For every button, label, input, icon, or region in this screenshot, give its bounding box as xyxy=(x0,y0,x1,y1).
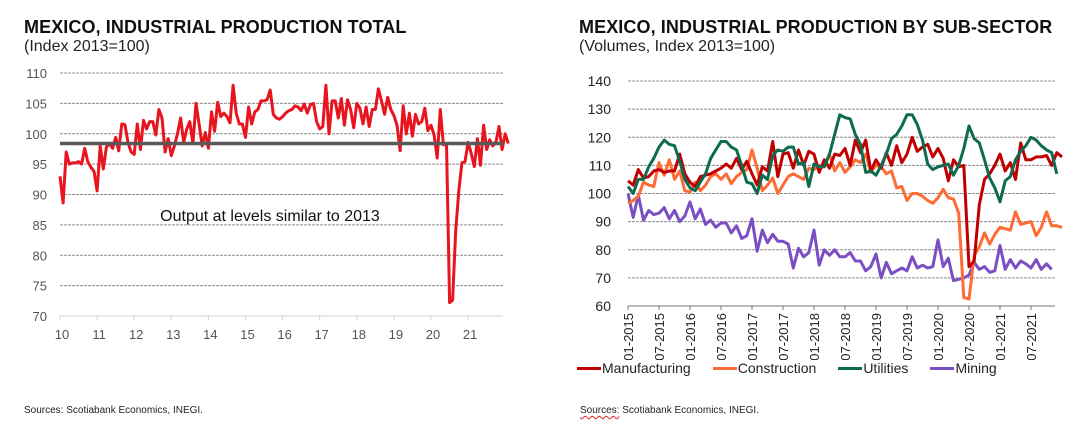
x-tick-label: 07-2017 xyxy=(776,313,791,360)
y-tick-label: 85 xyxy=(33,218,47,233)
y-tick-label: 110 xyxy=(26,66,47,81)
y-tick-label: 110 xyxy=(589,157,612,173)
chart-legend: Manufacturing Construction Utilities Mining xyxy=(577,360,997,376)
x-tick-label: 20 xyxy=(426,327,440,342)
x-tick-label: 01-2020 xyxy=(931,313,946,360)
series-line-total xyxy=(58,83,510,305)
x-tick-label: 07-2015 xyxy=(652,313,667,360)
x-tick-label: 10 xyxy=(55,327,69,342)
total-production-chart: 70 75 80 85 90 95 100 105 110 10 11 12 13 14 15 16 17 18 1… xyxy=(25,66,510,342)
legend-item-utilities: Utilities xyxy=(838,360,908,376)
x-tick-label: 19 xyxy=(389,327,403,342)
source-prefix: Sources: xyxy=(580,405,620,416)
legend-swatch xyxy=(838,366,863,370)
source-text: Scotiabank Economics, INEGI. xyxy=(619,405,759,416)
x-tick-label: 07-2016 xyxy=(714,313,729,360)
x-tick-label: 12 xyxy=(129,327,143,342)
y-tick-label: 100 xyxy=(588,186,612,202)
source-note: Sources: Scotiabank Economics, INEGI. xyxy=(24,405,203,416)
y-tick-label: 105 xyxy=(25,96,47,111)
x-tick-label: 01-2016 xyxy=(683,313,698,360)
source-note: Sources: Scotiabank Economics, INEGI. xyxy=(580,405,759,416)
x-tick-label: 07-2019 xyxy=(900,313,915,360)
x-tick-label: 01-2021 xyxy=(993,313,1008,360)
legend-swatch xyxy=(930,366,955,370)
chart-annotation: Output at levels similar to 2013 xyxy=(160,208,380,225)
y-tick-label: 130 xyxy=(588,101,612,117)
x-tick-label: 16 xyxy=(277,327,291,342)
y-tick-label: 80 xyxy=(595,242,611,258)
legend-item-manufacturing: Manufacturing xyxy=(577,360,691,376)
y-tick-label: 120 xyxy=(588,129,612,145)
series-line-utilities xyxy=(626,113,1059,204)
chart-title: MEXICO, INDUSTRIAL PRODUCTION TOTAL xyxy=(24,17,407,37)
y-tick-label: 90 xyxy=(33,188,47,203)
subsector-production-chart: 60 70 80 90 100 110 120 130 140 01-2015 07-2015 01-… xyxy=(588,73,1063,360)
x-tick-label: 18 xyxy=(352,327,366,342)
legend-item-construction: Construction xyxy=(712,360,817,376)
legend-label: Construction xyxy=(737,360,817,376)
y-tick-label: 140 xyxy=(588,73,612,89)
x-tick-label: 07-2021 xyxy=(1024,313,1039,360)
y-tick-label: 90 xyxy=(595,214,611,230)
series-line-manufacturing xyxy=(627,135,1063,269)
y-tick-label: 70 xyxy=(33,309,47,324)
x-tick-label: 21 xyxy=(463,327,477,342)
chart-subtitle: (Volumes, Index 2013=100) xyxy=(579,38,776,55)
chart-title: MEXICO, INDUSTRIAL PRODUCTION BY SUB-SEC… xyxy=(579,17,1053,37)
x-tick-label: 01-2017 xyxy=(745,313,760,360)
x-tick-label: 01-2018 xyxy=(807,313,822,360)
y-tick-label: 95 xyxy=(33,157,47,172)
chart-subtitle: (Index 2013=100) xyxy=(24,38,150,55)
x-tick-label: 15 xyxy=(240,327,254,342)
legend-label: Mining xyxy=(955,360,997,376)
y-tick-label: 75 xyxy=(33,279,47,294)
y-tick-label: 60 xyxy=(595,298,611,314)
legend-swatch xyxy=(577,366,601,370)
legend-item-mining: Mining xyxy=(930,360,997,376)
x-tick-label: 07-2018 xyxy=(838,313,853,360)
x-tick-label: 14 xyxy=(203,327,217,342)
y-tick-label: 100 xyxy=(25,127,47,142)
legend-label: Utilities xyxy=(863,360,909,376)
x-tick-label: 01-2019 xyxy=(869,313,884,360)
x-tick-label: 01-2015 xyxy=(621,313,636,360)
x-tick-label: 11 xyxy=(92,327,106,342)
legend-swatch xyxy=(712,366,737,370)
legend-label: Manufacturing xyxy=(602,360,691,376)
series-line-construction xyxy=(627,148,1063,301)
x-tick-label: 17 xyxy=(314,327,328,342)
y-tick-label: 80 xyxy=(33,248,47,263)
y-tick-label: 70 xyxy=(595,270,611,286)
x-tick-label: 13 xyxy=(166,327,180,342)
industrial-production-total-panel: MEXICO, INDUSTRIAL PRODUCTION TOTAL (Ind… xyxy=(0,0,540,424)
industrial-production-subsector-panel: MEXICO, INDUSTRIAL PRODUCTION BY SUB-SEC… xyxy=(545,0,1084,424)
series-line-mining xyxy=(626,193,1053,283)
x-tick-label: 07-2020 xyxy=(962,313,977,360)
